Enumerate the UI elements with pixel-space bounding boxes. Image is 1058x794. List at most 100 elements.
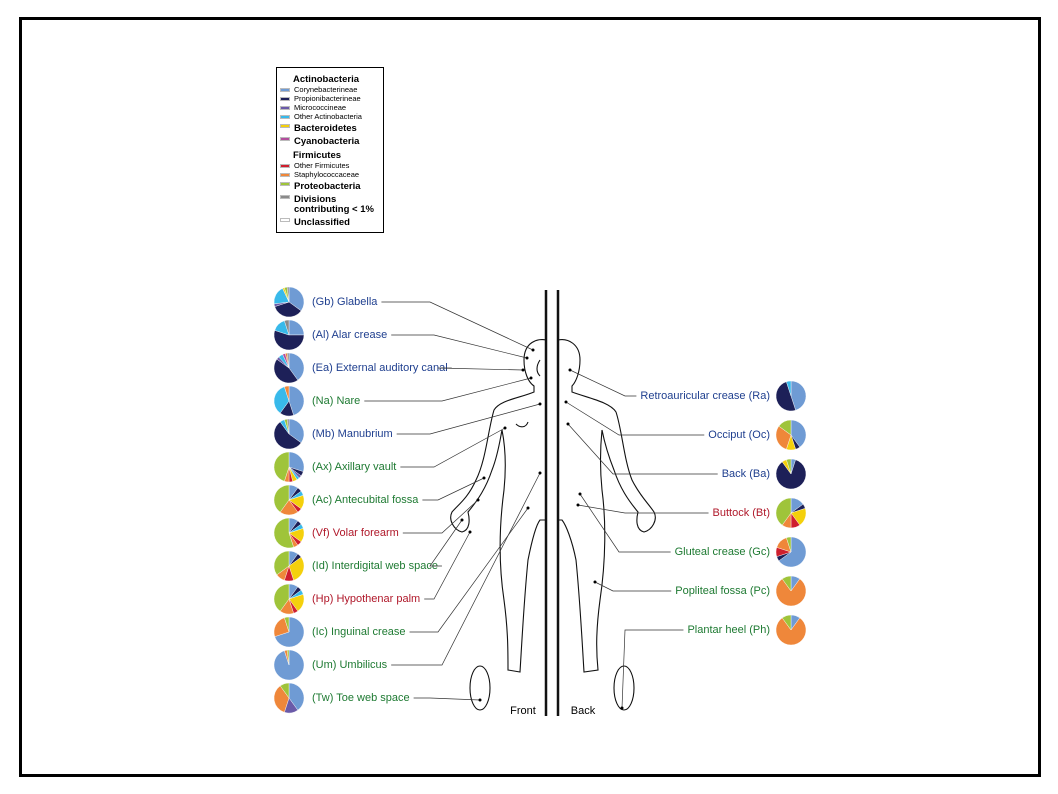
pie-slice [790, 419, 807, 448]
legend-entry: Corynebacterineae [280, 85, 383, 94]
legend-label: Divisions contributing < 1% [294, 194, 374, 215]
site-dot [538, 471, 542, 475]
pie-slice [273, 358, 299, 384]
leader-line [594, 581, 672, 592]
pie-slice [288, 286, 305, 312]
legend-swatch [280, 115, 290, 119]
pie-slice [288, 352, 305, 381]
legend-label: Unclassified [294, 217, 350, 228]
pie-slice [775, 381, 796, 412]
site-label: (Ax) Axillary vault [312, 461, 396, 473]
legend-label: Cyanobacteria [294, 136, 360, 147]
pie-slice [273, 484, 290, 513]
legend-swatch [280, 195, 290, 199]
legend: Actinobacteria Corynebacterineae Propionib… [276, 67, 384, 233]
legend-label: Other Actinobacteria [294, 112, 362, 121]
pie-slice [284, 616, 290, 633]
legend-label: Micrococcineae [294, 103, 347, 112]
pie-slice [288, 385, 305, 416]
pie-slice [786, 380, 792, 397]
site-dot [578, 492, 582, 496]
pie-slice [786, 458, 792, 475]
site-dot [503, 426, 507, 430]
pie-slice [775, 425, 792, 450]
leader-line [429, 519, 463, 567]
pie-slice [273, 421, 302, 450]
pie-slice [775, 578, 807, 607]
pie-slice [273, 517, 294, 549]
pie-slice [775, 497, 792, 526]
front-foot [469, 665, 491, 711]
back-foot [613, 665, 635, 711]
pie-slice [775, 459, 807, 490]
face [536, 359, 541, 377]
legend-label: Other Firmicutes [294, 161, 350, 170]
leader-line [364, 377, 532, 402]
legend-entry: Other Firmicutes [280, 161, 383, 170]
legend-swatch [280, 182, 290, 186]
pie-slice [286, 352, 290, 369]
pie-slice [273, 330, 305, 351]
site-dot [526, 506, 530, 510]
site-label: (Mb) Manubrium [312, 428, 393, 440]
leader-line [402, 499, 479, 534]
site-label: (Tw) Toe web space [312, 692, 410, 704]
back-label: Back [571, 705, 596, 717]
site-label: (Ea) External auditory canal [312, 362, 448, 374]
site-dot [478, 698, 482, 702]
pie-slice [288, 319, 305, 336]
legend-heading: Firmicutes [293, 150, 342, 161]
legend-swatch [280, 106, 290, 110]
site-label: Popliteal fossa (Pc) [675, 585, 770, 597]
site-dot [620, 706, 624, 710]
site-dot [566, 422, 570, 426]
pie-slice [284, 385, 290, 402]
pie-slice [274, 616, 305, 648]
legend-entry: Bacteroidetes [280, 121, 383, 134]
leader-line [437, 367, 524, 371]
site-label: (Ic) Inguinal crease [312, 626, 406, 638]
pie-slice [778, 536, 807, 568]
leader-line [391, 472, 541, 666]
legend-swatch [280, 88, 290, 92]
site-label: (Hp) Hypothenar palm [312, 593, 420, 605]
pie-slice [288, 451, 305, 472]
site-dot [460, 518, 464, 522]
leader-line [391, 334, 528, 359]
pie-slice [286, 649, 290, 666]
pie-slice [286, 418, 290, 435]
site-label: Occiput (Oc) [708, 429, 770, 441]
pie-slice [273, 386, 290, 414]
leader-line [422, 477, 485, 501]
chest [515, 421, 529, 428]
legend-label: Proteobacteria [294, 181, 361, 192]
site-dot [476, 498, 480, 502]
leader-line [396, 403, 541, 435]
site-label: (Gb) Glabella [312, 296, 378, 308]
leader-line [400, 427, 506, 468]
legend-entry: Unclassified [280, 215, 383, 228]
pie-slice [288, 418, 305, 444]
legend-label: Propionibacterineae [294, 94, 361, 103]
site-dot [468, 530, 472, 534]
leader-line [413, 697, 481, 701]
site-dot [564, 400, 568, 404]
site-dot [525, 356, 529, 360]
frame [19, 17, 1041, 777]
site-dot [521, 368, 525, 372]
site-dot [568, 368, 572, 372]
pie-slice [273, 550, 290, 576]
leader-line [381, 301, 534, 351]
legend-entry: Propionibacterineae [280, 94, 383, 103]
site-label: (Vf) Volar forearm [312, 527, 399, 539]
site-label: (Ac) Antecubital fossa [312, 494, 419, 506]
site-label: Gluteal crease (Gc) [675, 546, 770, 558]
leader-line [424, 531, 471, 600]
legend-heading: Actinobacteria [293, 74, 359, 85]
leader-line [567, 423, 718, 475]
legend-entry: Proteobacteria [280, 179, 383, 192]
pie-slice [286, 286, 290, 303]
site-label: (Al) Alar crease [312, 329, 387, 341]
